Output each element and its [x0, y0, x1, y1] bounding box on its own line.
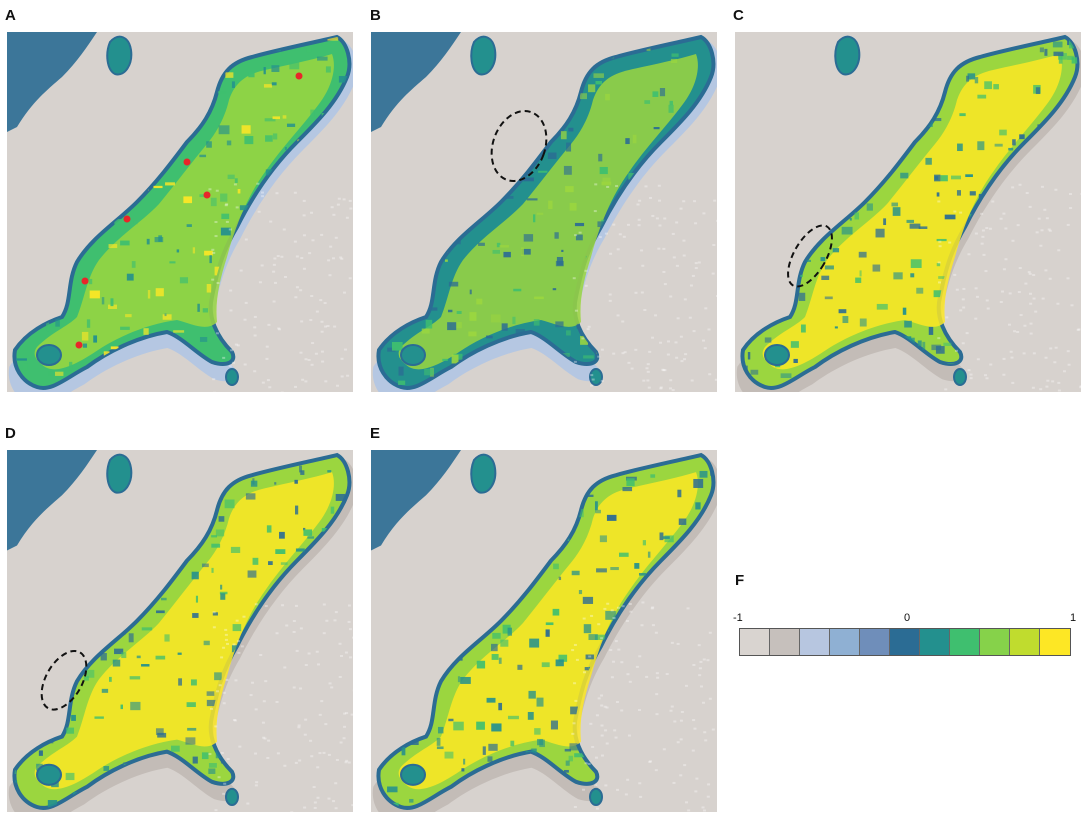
north-islet — [470, 453, 497, 494]
legend-max-label: 1 — [1070, 612, 1077, 624]
ndvi-map-d — [7, 450, 353, 812]
ndvi-map-c — [735, 32, 1081, 392]
highlight-ellipse — [490, 110, 548, 182]
legend-swatch — [920, 629, 950, 655]
ndvi-map-b — [371, 32, 717, 392]
panel-label-b: B — [370, 7, 381, 24]
peninsula-core — [34, 54, 334, 370]
panel-label-c: C — [733, 7, 744, 24]
south-islet — [36, 344, 62, 366]
sample-point-marker — [183, 158, 191, 166]
highlight-ellipse — [787, 224, 833, 288]
legend-zero-label: 0 — [904, 612, 911, 624]
legend-swatch — [740, 629, 770, 655]
ndvi-map-a — [7, 32, 353, 392]
panel-label-d: D — [5, 425, 16, 442]
southeast-islet — [953, 368, 967, 386]
southeast-islet — [225, 787, 239, 806]
sea-texture — [571, 601, 715, 812]
legend-swatch — [980, 629, 1010, 655]
map-image-a — [7, 32, 353, 392]
sea-texture — [208, 603, 353, 812]
map-image-d — [7, 450, 353, 812]
legend-swatch — [770, 629, 800, 655]
sea-texture — [572, 183, 717, 392]
legend-swatch — [950, 629, 980, 655]
sea-texture — [208, 182, 353, 392]
sample-point-marker — [123, 215, 131, 223]
peninsula-core — [34, 472, 334, 790]
map-image-b — [371, 32, 717, 392]
panel-label-e: E — [370, 425, 381, 442]
north-islet — [106, 453, 133, 494]
south-islet — [764, 344, 790, 366]
legend-swatch — [800, 629, 830, 655]
ndvi-map-e — [371, 450, 717, 812]
north-islet — [470, 35, 497, 76]
sample-point-marker — [295, 72, 303, 80]
peninsula-core — [398, 54, 698, 370]
panel-label-a: A — [5, 7, 16, 24]
sample-point-marker — [75, 341, 83, 349]
northwest-landmass — [7, 32, 97, 132]
southeast-islet — [589, 787, 603, 806]
north-islet — [106, 35, 133, 76]
legend-swatch — [1010, 629, 1040, 655]
northwest-landmass — [7, 450, 97, 551]
legend-label-f: F — [735, 572, 745, 589]
map-image-c — [735, 32, 1081, 392]
peninsula-core — [762, 54, 1062, 370]
legend-swatch — [830, 629, 860, 655]
south-islet — [400, 344, 426, 366]
sample-point-marker — [203, 191, 211, 199]
north-islet — [834, 35, 861, 76]
northwest-landmass — [371, 450, 461, 551]
legend-swatch — [860, 629, 890, 655]
northwest-landmass — [371, 32, 461, 132]
sea-texture — [937, 183, 1081, 392]
southeast-islet — [225, 368, 239, 386]
legend-swatch — [890, 629, 920, 655]
color-scale-bar — [739, 628, 1071, 656]
map-image-e — [371, 450, 717, 812]
legend-swatch — [1040, 629, 1070, 655]
south-islet — [36, 763, 62, 786]
sample-point-marker — [81, 277, 89, 285]
southeast-islet — [589, 368, 603, 386]
legend-min-label: -1 — [733, 612, 743, 624]
south-islet — [400, 763, 426, 786]
